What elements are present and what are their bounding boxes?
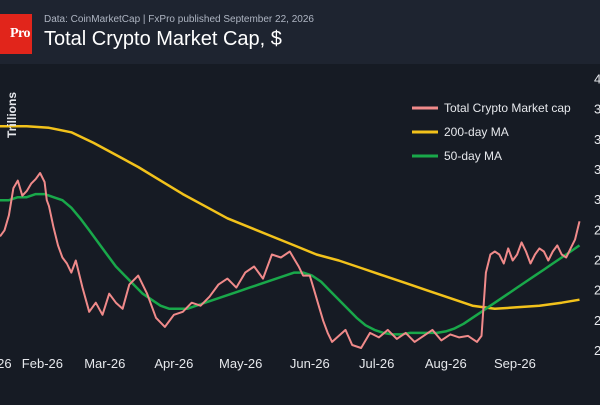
data-source-note: Data: CoinMarketCap | FxPro published Se…: [44, 14, 314, 25]
x-tick-label: May-26: [219, 356, 262, 371]
fxpro-logo: Pro: [0, 14, 32, 54]
y-tick-label: 3: [594, 102, 600, 117]
x-tick-label: Sep-26: [494, 356, 536, 371]
y-tick-label: 3: [594, 162, 600, 177]
x-tick-label: Jul-26: [359, 356, 394, 371]
x-tick-label: Aug-26: [425, 356, 467, 371]
x-tick-label: Mar-26: [84, 356, 125, 371]
y-tick-label: 3: [594, 132, 600, 147]
chart-title: Total Crypto Market Cap, $: [44, 28, 282, 50]
y-tick-label: 2: [594, 253, 600, 268]
y-axis-ticks: 4 3 3 3 3 2 2 2 2 2: [594, 72, 600, 359]
x-tick-label: Jun-26: [290, 356, 330, 371]
legend-label-market-cap: Total Crypto Market cap: [444, 101, 571, 115]
series-lines: [0, 125, 581, 349]
header: Pro Data: CoinMarketCap | FxPro publishe…: [0, 0, 600, 64]
y-axis-label: Trillions: [5, 92, 19, 138]
x-tick-label: -26: [0, 356, 12, 371]
x-tick-label: Feb-26: [22, 356, 63, 371]
legend: Total Crypto Market cap 200-day MA 50-da…: [412, 101, 571, 163]
legend-label-200-day-ma: 200-day MA: [444, 125, 509, 139]
series-50-day-ma-line: [0, 192, 581, 336]
market-cap-chart: Total Crypto Market cap 200-day MA 50-da…: [0, 72, 600, 371]
chart-area: Total Crypto Market cap 200-day MA 50-da…: [0, 64, 600, 400]
series-market-cap-line: [0, 172, 581, 349]
legend-label-50-day-ma: 50-day MA: [444, 149, 502, 163]
x-axis-ticks: -26 Feb-26 Mar-26 Apr-26 May-26 Jun-26 Jul-26 A…: [0, 356, 536, 371]
x-tick-label: Apr-26: [154, 356, 193, 371]
y-tick-label: 2: [594, 283, 600, 298]
y-tick-label: 2: [594, 222, 600, 237]
y-tick-label: 2: [594, 343, 600, 358]
y-tick-label: 4: [594, 72, 600, 87]
y-tick-label: 3: [594, 192, 600, 207]
y-tick-label: 2: [594, 313, 600, 328]
